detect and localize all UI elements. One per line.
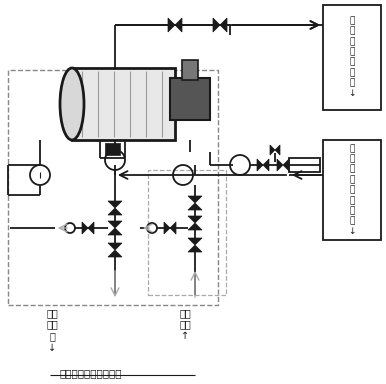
Polygon shape — [277, 159, 283, 171]
Polygon shape — [188, 196, 202, 203]
Polygon shape — [108, 201, 122, 208]
Polygon shape — [108, 228, 122, 235]
Bar — [72, 68, 175, 140]
Bar — [8, 70, 218, 305]
Polygon shape — [188, 223, 202, 230]
Polygon shape — [275, 145, 280, 155]
Bar — [289, 158, 320, 172]
Bar — [170, 78, 210, 120]
Bar — [323, 140, 381, 240]
Bar — [148, 170, 226, 295]
Polygon shape — [108, 243, 122, 250]
Polygon shape — [188, 216, 202, 223]
Polygon shape — [263, 159, 269, 171]
Polygon shape — [108, 208, 122, 215]
Polygon shape — [188, 238, 202, 245]
Polygon shape — [170, 222, 176, 234]
Polygon shape — [270, 145, 275, 155]
Ellipse shape — [60, 68, 84, 140]
Bar — [105, 143, 120, 155]
Polygon shape — [108, 250, 122, 257]
Text: 在线除盐防腐成套设备: 在线除盐防腐成套设备 — [60, 368, 122, 378]
Bar — [182, 60, 198, 80]
Polygon shape — [220, 18, 227, 32]
Text: 处
理
后
物
料
返
回
↓: 处 理 后 物 料 返 回 ↓ — [348, 16, 356, 98]
Text: 去污
水汽
提
↓: 去污 水汽 提 ↓ — [46, 308, 58, 353]
Polygon shape — [188, 245, 202, 252]
Bar — [323, 5, 381, 110]
Polygon shape — [188, 203, 202, 210]
Polygon shape — [164, 222, 170, 234]
Polygon shape — [213, 18, 220, 32]
Polygon shape — [82, 222, 88, 234]
Polygon shape — [175, 18, 182, 32]
Polygon shape — [88, 222, 94, 234]
Polygon shape — [108, 221, 122, 228]
Text: 抽
出
物
料
进
行
处
理
↓: 抽 出 物 料 进 行 处 理 ↓ — [348, 144, 356, 236]
Polygon shape — [168, 18, 175, 32]
Polygon shape — [283, 159, 289, 171]
Text: 净化
水来
↑: 净化 水来 ↑ — [179, 308, 191, 341]
Polygon shape — [257, 159, 263, 171]
